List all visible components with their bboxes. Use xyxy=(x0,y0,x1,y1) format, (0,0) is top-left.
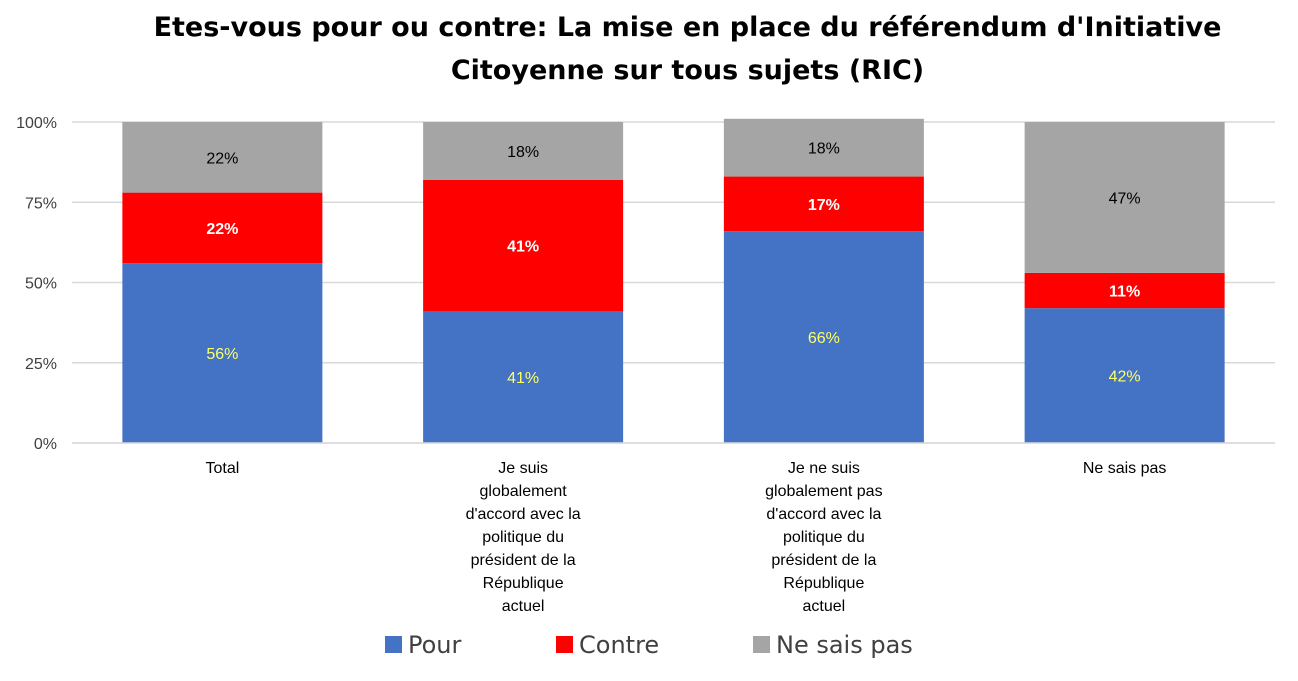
x-tick-label: Je suis xyxy=(498,460,548,477)
data-label: 11% xyxy=(1109,284,1140,301)
x-tick-label: République xyxy=(483,575,564,592)
bar-segment xyxy=(423,122,624,180)
data-label: 22% xyxy=(206,150,238,167)
x-tick-label: Je ne suis xyxy=(788,460,860,477)
x-tick-label: Total xyxy=(205,460,239,477)
legend-swatch xyxy=(385,636,402,653)
x-tick-label: Ne sais pas xyxy=(1083,460,1167,477)
x-tick-label: d'accord avec la xyxy=(466,506,581,523)
legend-label: Contre xyxy=(579,631,659,659)
bar-segment xyxy=(1024,122,1225,273)
bar-segment xyxy=(423,311,624,443)
chart-title-line-1: Etes-vous pour ou contre: La mise en pla… xyxy=(153,12,1222,43)
data-label: 18% xyxy=(808,141,840,158)
x-tick-label: d'accord avec la xyxy=(766,506,881,523)
y-tick-label: 100% xyxy=(16,115,57,132)
legend-label: Ne sais pas xyxy=(776,631,913,659)
bar-segment xyxy=(122,122,323,193)
y-tick-label: 0% xyxy=(34,436,57,453)
data-label: 41% xyxy=(507,370,539,387)
x-tick-label: globalement xyxy=(480,483,568,500)
y-tick-label: 50% xyxy=(25,276,57,293)
legend-swatch xyxy=(556,636,573,653)
data-label: 17% xyxy=(808,197,840,214)
x-tick-label: politique du xyxy=(482,529,564,546)
data-label: 47% xyxy=(1109,190,1141,207)
data-label: 66% xyxy=(808,330,840,347)
bar-segment xyxy=(723,118,924,177)
x-tick-label: actuel xyxy=(502,598,545,615)
bar-segment xyxy=(723,176,924,232)
legend-swatch xyxy=(753,636,770,653)
y-tick-label: 75% xyxy=(25,195,57,212)
data-label: 18% xyxy=(507,144,539,161)
data-label: 42% xyxy=(1109,369,1141,386)
y-tick-label: 25% xyxy=(25,356,57,373)
x-tick-label: président de la xyxy=(471,552,576,569)
x-tick-label: président de la xyxy=(771,552,876,569)
legend-label: Pour xyxy=(408,631,462,659)
chart-title: Etes-vous pour ou contre: La mise en pla… xyxy=(0,6,1298,92)
bar-segment xyxy=(1024,272,1225,309)
data-label: 22% xyxy=(206,221,238,238)
chart-title-line-2: Citoyenne sur tous sujets (RIC) xyxy=(450,55,925,86)
bar-segment xyxy=(423,179,624,312)
bar-segment xyxy=(723,231,924,443)
data-label: 56% xyxy=(206,346,238,363)
bar-segment xyxy=(122,263,323,443)
data-label: 41% xyxy=(507,239,539,256)
x-tick-label: politique du xyxy=(783,529,865,546)
x-tick-label: globalement pas xyxy=(765,483,882,500)
bar-segment xyxy=(1024,308,1225,443)
bar-segment xyxy=(122,192,323,264)
x-tick-label: actuel xyxy=(803,598,846,615)
x-tick-label: République xyxy=(783,575,864,592)
